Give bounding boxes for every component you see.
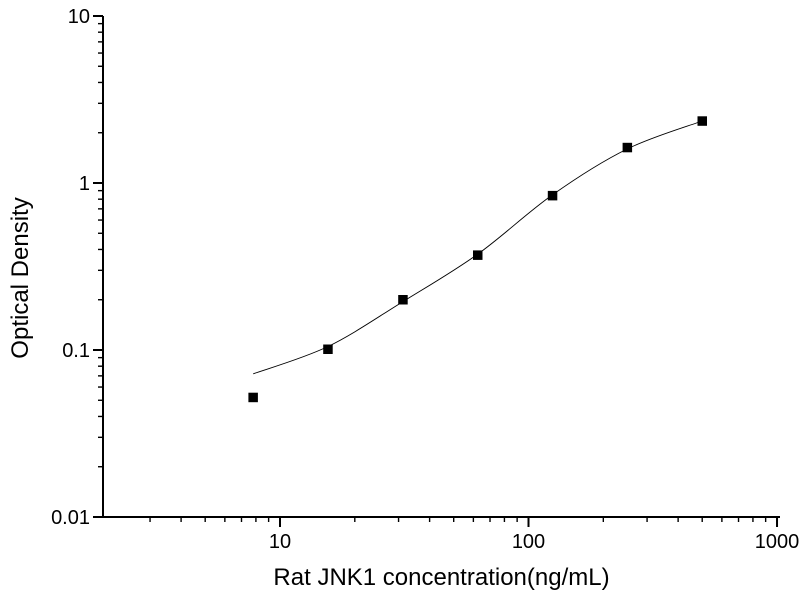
data-point — [697, 116, 707, 126]
x-tick-label: 100 — [512, 531, 545, 553]
data-point — [547, 190, 558, 201]
y-tick-label: 1 — [79, 173, 90, 195]
y-tick-label: 0.01 — [51, 507, 90, 529]
x-tick-label: 10 — [269, 531, 291, 553]
fit-curve — [253, 120, 703, 375]
data-point — [473, 250, 483, 260]
y-axis-title: Optical Density — [7, 197, 34, 359]
data-point — [398, 295, 408, 305]
y-tick-label: 10 — [68, 6, 90, 28]
data-point — [323, 344, 333, 354]
x-axis-title: Rat JNK1 concentration(ng/mL) — [273, 564, 610, 591]
x-tick-label: 1000 — [755, 531, 800, 553]
data-point — [622, 142, 633, 153]
y-tick-label: 0.1 — [62, 340, 90, 362]
data-point — [248, 392, 258, 403]
axis-spines — [102, 16, 780, 518]
